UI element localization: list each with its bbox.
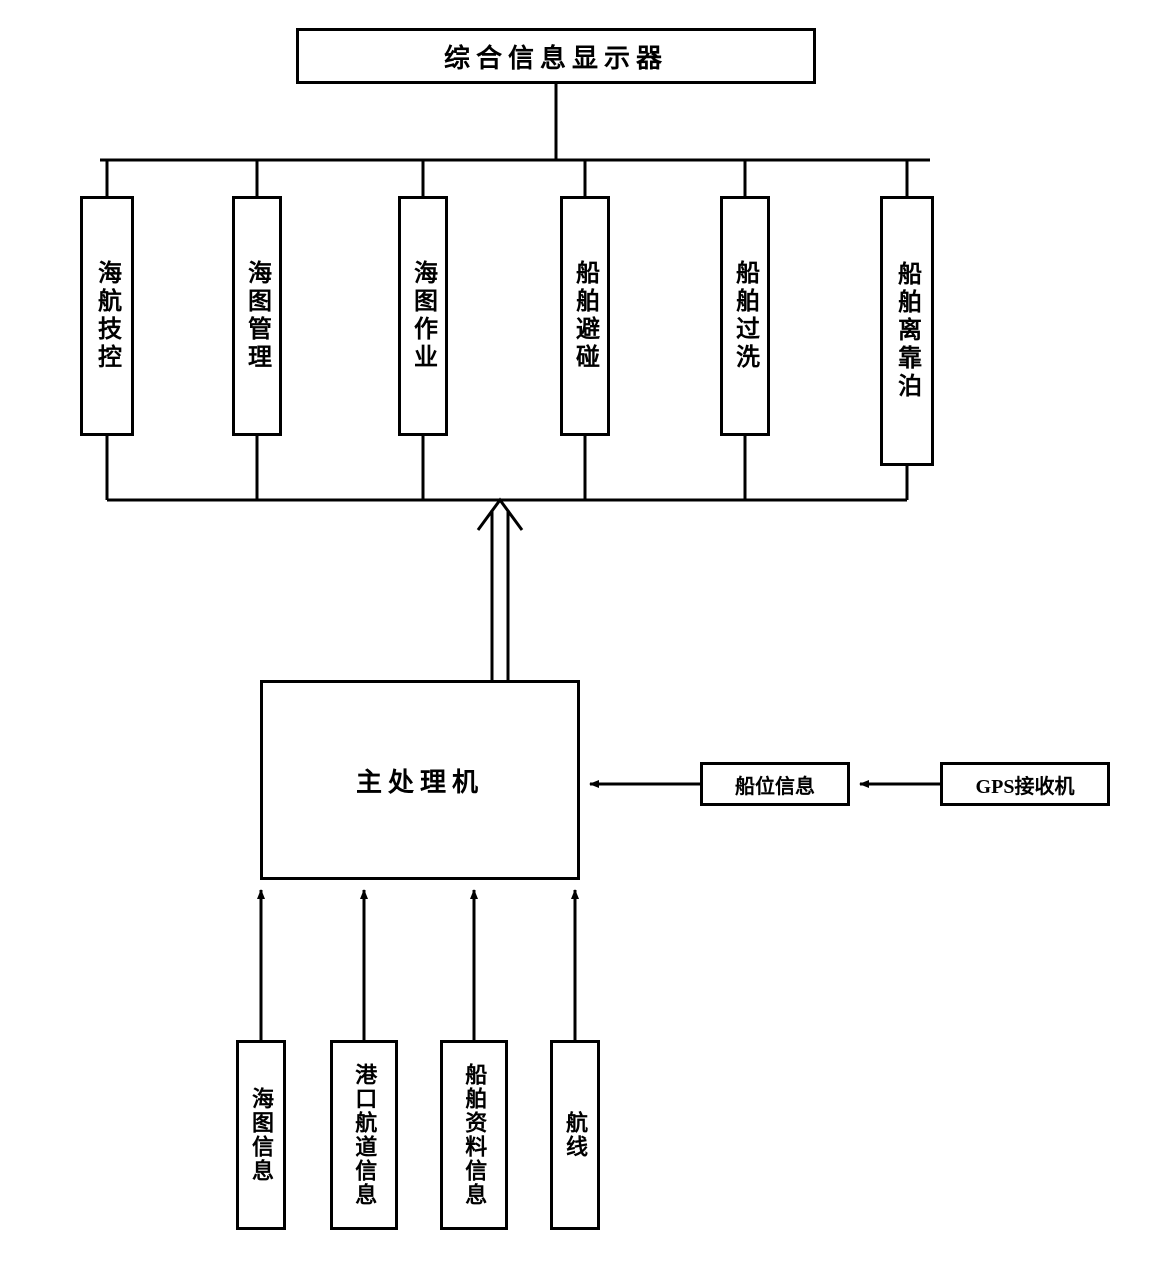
node-input-2-label: 船舶资料信息 — [460, 1063, 489, 1207]
node-input-0: 海图信息 — [236, 1040, 286, 1230]
node-gps-receiver-label: GPS接收机 — [976, 770, 1075, 799]
node-module-4: 船舶过洗 — [720, 196, 770, 436]
node-module-3: 船舶避碰 — [560, 196, 610, 436]
node-display-label: 综合信息显示器 — [444, 38, 668, 75]
node-module-5-label: 船舶离靠泊 — [890, 261, 925, 401]
node-module-1: 海图管理 — [232, 196, 282, 436]
node-module-3-label: 船舶避碰 — [568, 260, 603, 372]
node-module-4-label: 船舶过洗 — [728, 260, 763, 372]
node-input-2: 船舶资料信息 — [440, 1040, 508, 1230]
node-input-3: 航线 — [550, 1040, 600, 1230]
node-input-3-label: 航线 — [559, 1111, 591, 1159]
node-ship-pos-info-label: 船位信息 — [735, 770, 815, 799]
node-module-0-label: 海航技控 — [90, 260, 125, 372]
node-display: 综合信息显示器 — [296, 28, 816, 84]
node-ship-pos-info: 船位信息 — [700, 762, 850, 806]
node-main-processor: 主处理机 — [260, 680, 580, 880]
node-gps-receiver: GPS接收机 — [940, 762, 1110, 806]
node-module-1-label: 海图管理 — [240, 260, 275, 372]
node-module-2: 海图作业 — [398, 196, 448, 436]
diagram-canvas: 综合信息显示器 海航技控 海图管理 海图作业 船舶避碰 船舶过洗 船舶离靠泊 主… — [0, 0, 1160, 1280]
node-input-1-label: 港口航道信息 — [350, 1063, 379, 1207]
node-input-0-label: 海图信息 — [245, 1087, 277, 1183]
node-module-2-label: 海图作业 — [406, 260, 441, 372]
node-module-0: 海航技控 — [80, 196, 134, 436]
node-main-processor-label: 主处理机 — [356, 762, 484, 799]
node-input-1: 港口航道信息 — [330, 1040, 398, 1230]
node-module-5: 船舶离靠泊 — [880, 196, 934, 466]
